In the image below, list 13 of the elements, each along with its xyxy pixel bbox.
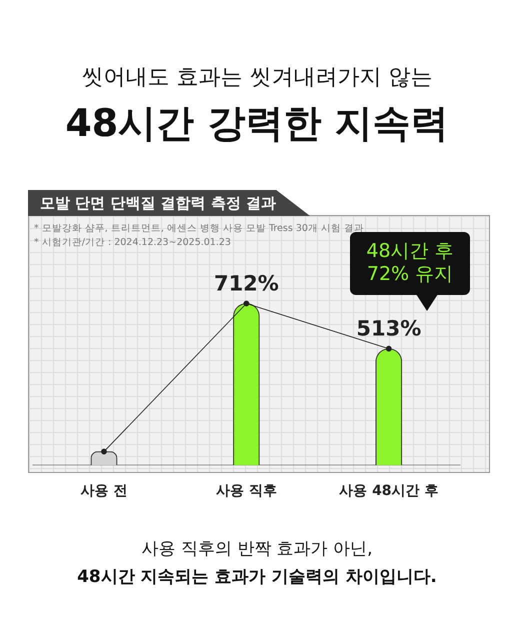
chart-title: 48시간 강력한 지속력 [64,100,450,147]
x-tick-label: 사용 48시간 후 [339,483,438,500]
text: 사용 직후의 반짝 효과가 아닌, [140,538,374,561]
text: * 모발강화 샴푸, 트리트먼트, 에센스 병행 사용 모발 Tress 30개 시험 결과 [34,222,364,236]
text: 모발 단면 단백질 결합력 측정 결과 [28,190,310,216]
text: 48시간 지속되는 효과가 기술력의 차이입니다. [76,566,438,589]
text: * 시험기관/기간 : 2024.12.23~2025.01.23 [34,236,232,250]
text: 48시간 후 72% 유지 [366,240,454,285]
x-tick-label: 사용 전 [80,483,128,500]
data-label: 712% [214,271,279,296]
x-tick-label: 사용 직후 [216,483,277,500]
data-label: 513% [356,316,422,341]
chart-subtitle: 씻어내도 효과는 씻겨내려가지 않는 [80,64,434,92]
